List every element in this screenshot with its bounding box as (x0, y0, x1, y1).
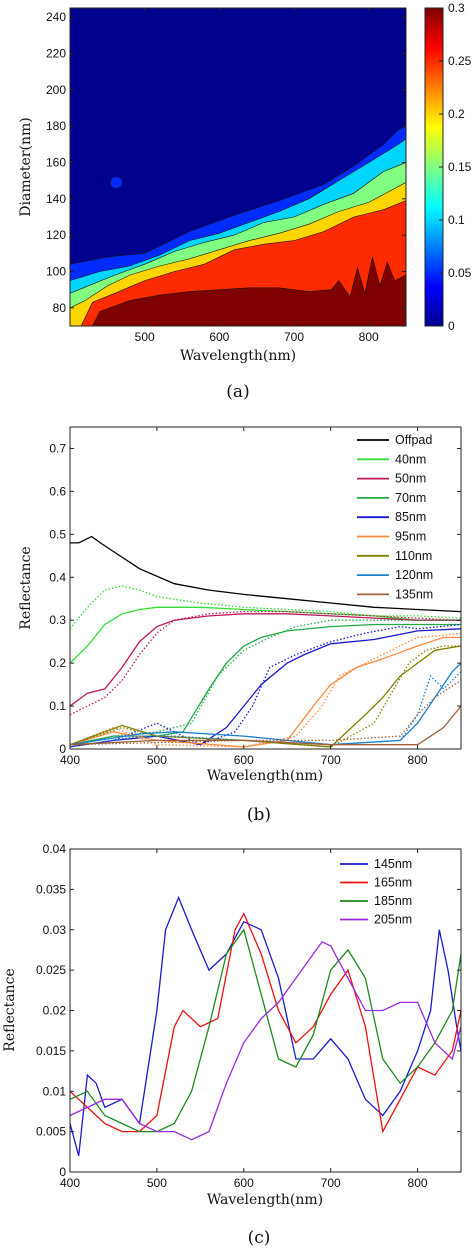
panel-2-xtick-label: 700 (321, 1176, 341, 1190)
panel-2-xtick-label: 500 (147, 1176, 167, 1190)
panel-2-xtick-label: 400 (60, 1176, 80, 1190)
series-line-70nm-dotted (70, 619, 461, 748)
panel-0-ytick-label: 200 (46, 83, 66, 97)
panel-1-ytick-label: 0 (59, 742, 66, 756)
series-line-85nm-dotted (70, 623, 461, 748)
panel-0-ytick-label: 220 (46, 46, 66, 60)
panel-2-ytick-label: 0.03 (43, 923, 67, 937)
panel-0-xtick-label: 600 (209, 330, 229, 344)
panel-0-xtick-label: 500 (135, 330, 155, 344)
panel-2-xtick-label: 800 (408, 1176, 428, 1190)
panel-1-ytick-label: 0.1 (49, 699, 66, 713)
panel-2-ytick-label: 0.02 (43, 1004, 67, 1018)
panel-0-ytick-label: 100 (46, 264, 66, 278)
legend-label: 135nm (395, 587, 433, 601)
series-line-145nm (70, 895, 461, 1156)
panel-0-xtick-label: 700 (284, 330, 304, 344)
series-line-135nm-dotted (70, 679, 461, 746)
panel-2-xtick-label: 600 (234, 1176, 254, 1190)
panel-0-ytick-label: 140 (46, 192, 66, 206)
legend-label: 205nm (374, 913, 412, 927)
panel-1-ytick-label: 0.3 (49, 613, 66, 627)
panel-1-xtick-label: 800 (408, 753, 428, 767)
panel-0-ytick-label: 180 (46, 119, 66, 133)
panel-a-caption: (a) (226, 382, 249, 402)
series-line-50nm (70, 613, 461, 707)
series-line-85nm (70, 628, 461, 748)
panel-0-ytick-label: 120 (46, 228, 66, 242)
series-line-95nm (70, 636, 461, 748)
series-line-120nm-dotted (70, 671, 461, 748)
panel-c-caption: (c) (248, 1228, 271, 1248)
panel-a-contour-chart: 500 600 700 800 80100120140160180200220240 … (18, 1, 472, 402)
panel-1-ytick-label: 0.4 (49, 570, 66, 584)
panel-2-ytick-label: 0.005 (36, 1125, 66, 1139)
panel-2-ytick-label: 0 (59, 1165, 66, 1179)
panel-2-ytick-label: 0.04 (43, 842, 67, 856)
legend-label: 145nm (374, 857, 412, 871)
panel-a-ylabel: Diameter(nm) (18, 117, 34, 216)
legend-label: 185nm (374, 894, 412, 908)
panel-b-ylabel: Reflectance (18, 546, 34, 629)
panel-1-xtick-label: 500 (147, 753, 167, 767)
panel-a-frame (69, 7, 407, 327)
panel-b-xlabel: Wavelength(nm) (207, 768, 323, 784)
panel-2-ytick-label: 0.015 (36, 1044, 66, 1058)
panel-a-xlabel: Wavelength(nm) (180, 348, 296, 364)
series-line-Offpad (70, 535, 461, 613)
contour-spot (110, 176, 123, 189)
colorbar-tick-label: 0.2 (448, 107, 465, 121)
series-line-165nm (70, 912, 461, 1134)
legend-label: Offpad (395, 433, 432, 447)
legend-label: 85nm (395, 510, 426, 524)
legend-label: 50nm (395, 472, 426, 486)
contour-band (70, 256, 406, 326)
panel-b-line-chart: 400 500 600 700 800 0 0.1 0.2 0.3 0.4 0.5 0.6 0.7 O… (18, 426, 462, 825)
series-line-185nm (70, 928, 461, 1133)
colorbar-tick-label: 0.1 (448, 213, 465, 227)
panel-1-xtick-label: 400 (60, 753, 80, 767)
panel-0-ytick-label: 80 (53, 301, 67, 315)
panel-1-xtick-label: 600 (234, 753, 254, 767)
series-line-205nm (70, 941, 461, 1141)
series-line-70nm (70, 623, 461, 746)
series-line-95nm-dotted (70, 632, 461, 748)
colorbar-tick-label: 0.25 (448, 54, 472, 68)
series-line-120nm (70, 662, 461, 746)
panel-c-xlabel: Wavelength(nm) (207, 1192, 323, 1208)
panel-2-ytick-label: 0.025 (36, 963, 66, 977)
legend-label: 95nm (395, 530, 426, 544)
panel-c-line-chart: 400 500 600 700 800 0 0.005 0.01 0.015 0.02 0.025… (2, 842, 462, 1248)
panel-1-ytick-label: 0.2 (49, 656, 66, 670)
panel-c-ylabel: Reflectance (2, 968, 18, 1051)
panel-0-xtick-label: 800 (359, 330, 379, 344)
panel-2-ytick-label: 0.035 (36, 882, 66, 896)
legend-label: 70nm (395, 491, 426, 505)
series-line-40nm (70, 606, 461, 664)
panel-0-ytick-label: 240 (46, 10, 66, 24)
panel-0-ytick-label: 160 (46, 155, 66, 169)
panel-1-ytick-label: 0.5 (49, 527, 66, 541)
series-line-110nm-dotted (70, 645, 461, 748)
panel-1-ytick-label: 0.6 (49, 484, 66, 498)
colorbar-tick-label: 0.05 (448, 266, 472, 280)
panel-b-caption: (b) (247, 805, 271, 825)
legend-label: 40nm (395, 452, 426, 466)
series-line-135nm (70, 705, 461, 746)
panel-1-ytick-label: 0.7 (49, 441, 66, 455)
panel-1-xtick-label: 700 (321, 753, 341, 767)
legend-label: 120nm (395, 568, 433, 582)
colorbar-tick-label: 0.15 (448, 160, 472, 174)
colorbar-tick-label: 0 (448, 319, 455, 333)
colorbar-tick-label: 0.3 (448, 1, 465, 15)
panel-2-ytick-label: 0.01 (43, 1084, 67, 1098)
legend-label: 110nm (395, 549, 432, 563)
series-line-110nm (70, 645, 461, 748)
legend-label: 165nm (374, 876, 412, 890)
panel-b-frame (69, 426, 462, 750)
series-line-50nm-dotted (70, 610, 461, 716)
